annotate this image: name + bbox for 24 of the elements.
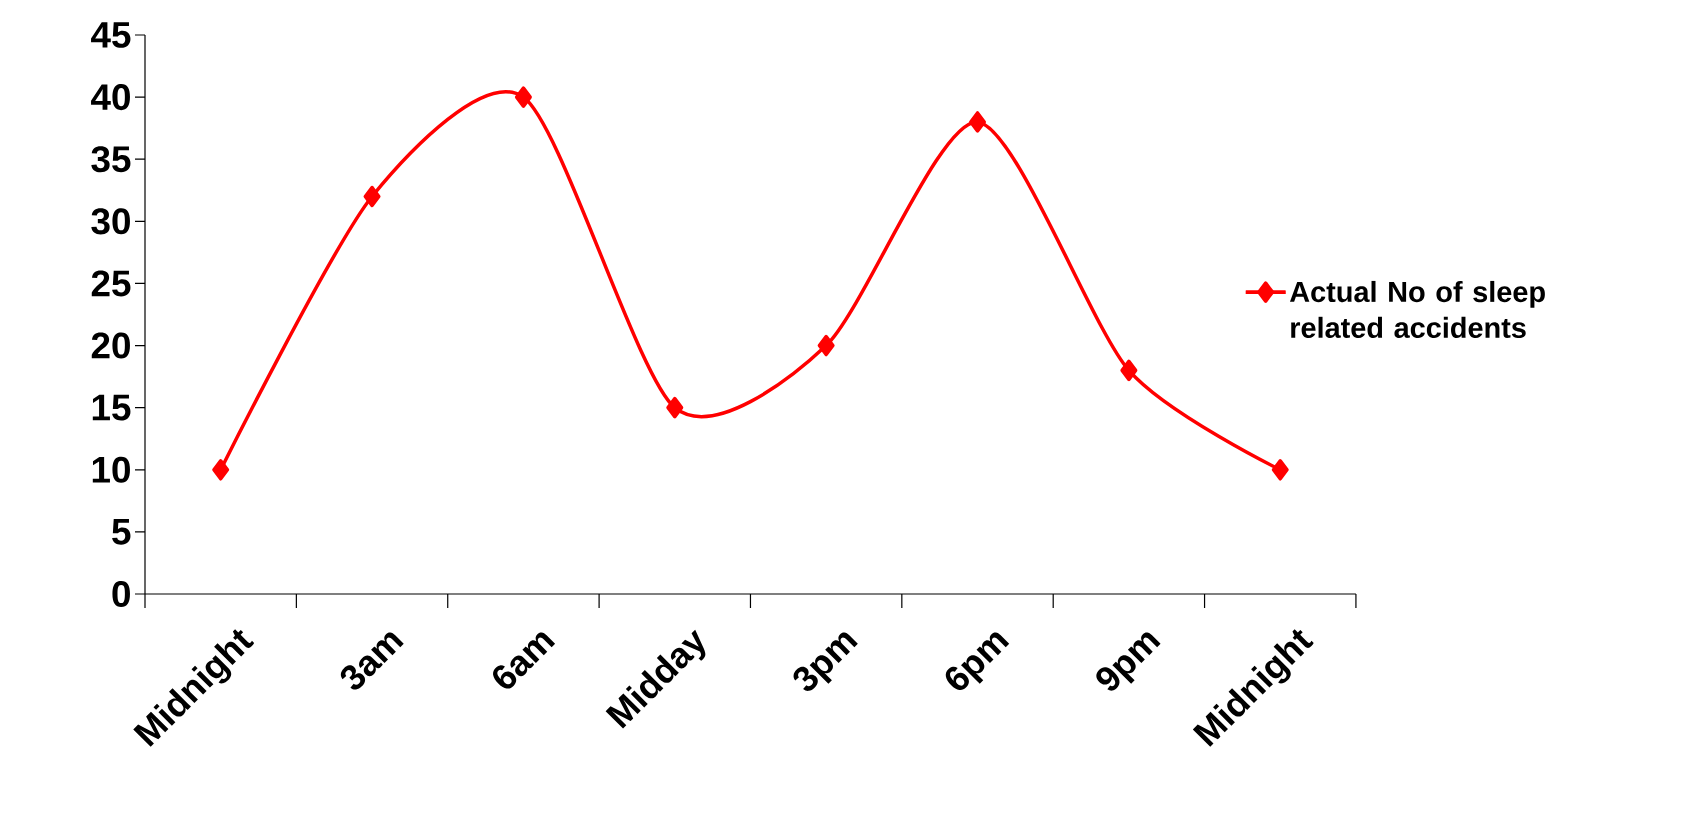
x-tick-label: 3pm bbox=[793, 632, 858, 691]
x-tick-label: 3am bbox=[340, 632, 404, 690]
point bbox=[817, 334, 835, 357]
x-tick-label: 6am bbox=[493, 632, 556, 689]
point bbox=[514, 86, 532, 108]
y-tick-label: 10 bbox=[92, 456, 130, 483]
y-tick-label: 0 bbox=[112, 580, 130, 608]
legend-label: Actual No of sleep related accidents bbox=[1289, 280, 1545, 339]
point bbox=[363, 185, 381, 208]
point bbox=[1120, 359, 1138, 382]
y-tick-label: 40 bbox=[91, 84, 130, 111]
y-tick-label: 5 bbox=[112, 519, 131, 545]
point bbox=[212, 459, 230, 481]
point bbox=[969, 111, 987, 133]
point bbox=[666, 396, 684, 419]
y-tick-label: 15 bbox=[92, 394, 131, 421]
y-tick-label: 20 bbox=[91, 332, 130, 359]
y-tick-label: 45 bbox=[91, 22, 131, 48]
y-tick-label: 25 bbox=[91, 270, 131, 297]
y-tick-label: 30 bbox=[91, 208, 130, 235]
point bbox=[1271, 459, 1289, 481]
x-tick-label: 6pm bbox=[945, 632, 1010, 690]
x-tick-label: 9pm bbox=[1096, 632, 1161, 691]
y-tick-label: 35 bbox=[91, 146, 131, 173]
